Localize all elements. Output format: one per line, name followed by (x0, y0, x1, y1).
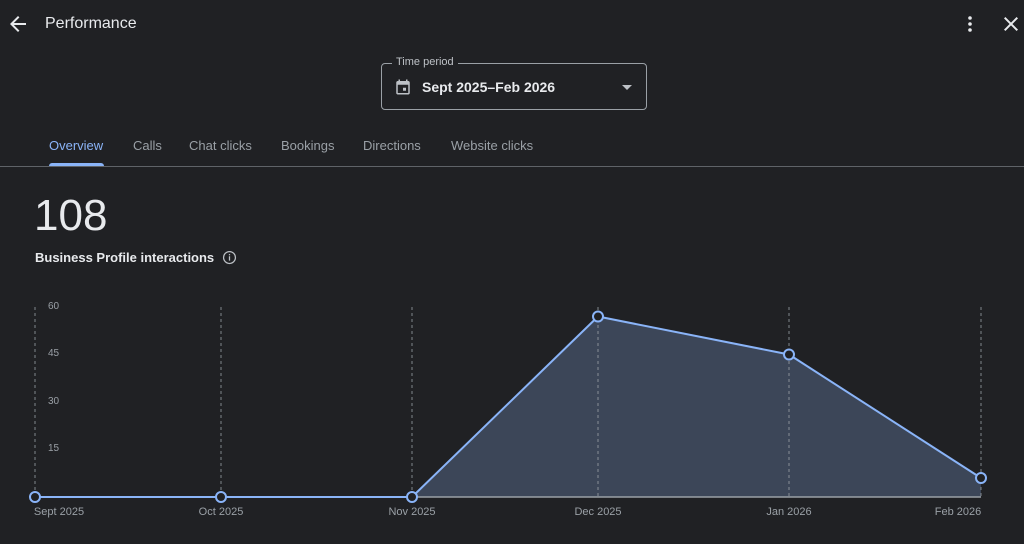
total-interactions-label: Business Profile interactions (35, 250, 215, 265)
tab-bar: Overview Calls Chat clicks Bookings Dire… (0, 128, 1024, 167)
arrow-back-icon (10, 16, 26, 32)
time-period-label: Time period (392, 56, 458, 68)
active-tab-indicator (49, 163, 104, 166)
tab-chat-clicks[interactable]: Chat clicks (189, 138, 252, 153)
y-tick-45: 45 (48, 348, 60, 359)
x-tick-nov-2025: Nov 2025 (388, 506, 436, 518)
tab-bookings[interactable]: Bookings (281, 138, 335, 153)
info-icon[interactable] (222, 250, 237, 265)
tab-website-clicks[interactable]: Website clicks (451, 138, 534, 153)
close-button[interactable] (999, 12, 1023, 36)
close-icon (1004, 17, 1018, 31)
time-period-value: Sept 2025–Feb 2026 (422, 79, 556, 95)
dropdown-caret-icon (622, 85, 632, 90)
x-tick-jan-2026: Jan 2026 (766, 506, 812, 518)
area-fill (35, 316, 981, 497)
x-tick-feb-2026: Feb 2026 (934, 506, 982, 518)
page-title: Performance (45, 15, 137, 32)
y-tick-15: 15 (48, 443, 60, 454)
y-tick-30: 30 (48, 396, 60, 407)
tab-overview[interactable]: Overview (49, 138, 104, 153)
x-tick-sept-2025: Sept 2025 (33, 506, 85, 518)
x-tick-oct-2025: Oct 2025 (198, 506, 244, 518)
calendar-icon (396, 79, 410, 95)
back-button[interactable] (6, 12, 30, 36)
time-period-select[interactable]: Time period Sept 2025–Feb 2026 (381, 56, 647, 110)
tab-directions[interactable]: Directions (363, 138, 421, 153)
total-interactions-value: 108 (34, 191, 108, 240)
y-tick-60: 60 (48, 301, 60, 312)
x-tick-dec-2025: Dec 2025 (574, 506, 622, 518)
top-bar: Performance (0, 0, 1024, 48)
interactions-chart: 60 45 30 15 Sept 2025 Oct 2025 Nov 2025 … (0, 290, 1024, 539)
area-chart (29, 307, 987, 503)
more-options-button[interactable] (958, 12, 982, 36)
more-vert-icon (968, 16, 972, 32)
tab-calls[interactable]: Calls (133, 138, 162, 153)
